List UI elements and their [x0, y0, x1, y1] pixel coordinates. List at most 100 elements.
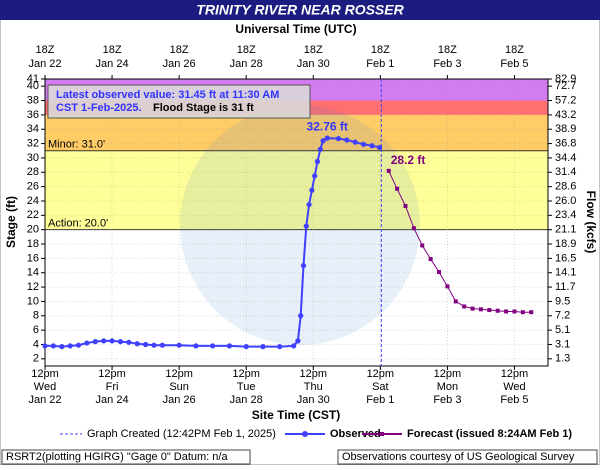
y-tick-label: 2 [33, 353, 39, 365]
y2-tick-label: 23.4 [555, 209, 576, 221]
observed-point [226, 343, 233, 349]
x-tick-label: 12pm [31, 368, 59, 380]
forecast-point [478, 307, 483, 312]
forecast-point [487, 308, 492, 313]
y-tick-label: 14 [27, 267, 39, 279]
forecast-point [386, 168, 391, 173]
observed-point [134, 341, 140, 347]
y-tick-label: 12 [27, 281, 39, 293]
forecast-point [420, 243, 425, 248]
x-tick-label: Feb 1 [366, 394, 394, 406]
forecast-point [495, 308, 500, 313]
observed-point [101, 338, 107, 344]
top-axis-title: Universal Time (UTC) [235, 22, 356, 36]
x2-tick-label: 18Z [304, 44, 323, 56]
y-tick-label: 32 [27, 137, 39, 149]
y2-tick-label: 5.1 [555, 324, 570, 336]
y-tick-label: 30 [27, 152, 39, 164]
observed-point [303, 223, 309, 229]
y2-tick-label: 9.5 [555, 295, 570, 307]
observed-point [360, 141, 367, 147]
observed-point [298, 313, 304, 319]
flood-label: Minor: 31.0' [48, 139, 105, 151]
y-tick-label: 34 [27, 123, 39, 135]
observed-point [92, 339, 98, 345]
observed-point [312, 173, 318, 179]
x-tick-label: 12pm [232, 368, 260, 380]
x2-tick-label: 18Z [237, 44, 256, 56]
y-tick-label: 26 [27, 181, 39, 193]
y-tick-label: 18 [27, 238, 39, 250]
x-tick-label: Feb 5 [500, 394, 528, 406]
x2-tick-label: Jan 22 [28, 58, 61, 70]
x-tick-label: Jan 22 [28, 394, 61, 406]
x2-tick-label: Feb 5 [500, 58, 528, 70]
observed-point [309, 187, 315, 193]
forecast-point [437, 270, 442, 275]
observed-point [159, 342, 165, 348]
forecast-point [453, 299, 458, 304]
observed-point [67, 343, 73, 349]
forecast-point [512, 309, 517, 314]
observed-point [324, 135, 330, 141]
observed-point [50, 343, 56, 349]
y2-tick-label: 16.5 [555, 252, 576, 264]
title-bar [0, 0, 600, 20]
observed-point [243, 344, 249, 350]
observed-point [143, 341, 149, 348]
forecast-point [504, 309, 509, 314]
observed-point [59, 344, 65, 350]
y2-tick-label: 43.2 [555, 109, 576, 121]
x-tick-label: Mon [437, 381, 458, 393]
y2-tick-label: 26.0 [555, 195, 576, 207]
forecast-point [428, 257, 433, 262]
x-tick-label: 12pm [300, 368, 328, 380]
y2-tick-label: 28.6 [555, 181, 576, 193]
observed-point [344, 137, 350, 143]
legend-label: Forecast (issued 8:24AM Feb 1) [407, 428, 572, 440]
observed-point [277, 344, 283, 350]
observed-point [306, 201, 312, 208]
x-tick-label: 12pm [98, 368, 126, 380]
observed-point [126, 339, 132, 345]
y-tick-label: 40 [27, 80, 39, 92]
x-tick-label: Fri [106, 381, 119, 393]
legend-marker [380, 432, 384, 436]
x-tick-label: Thu [304, 381, 323, 393]
x-tick-label: Wed [34, 381, 56, 393]
x2-tick-label: Feb 1 [366, 58, 394, 70]
y2-tick-label: 7.2 [555, 310, 570, 322]
flood-band [45, 114, 548, 151]
annotation: Flood Stage is 31 ft [153, 102, 254, 114]
y2-axis-title: Flow (kcfs) [584, 191, 598, 254]
observed-point [109, 338, 115, 344]
x-tick-label: 12pm [434, 368, 462, 380]
y2-tick-label: 21.1 [555, 224, 576, 236]
forecast-point [403, 203, 408, 208]
y-tick-label: 28 [27, 166, 39, 178]
footer-box [1, 449, 251, 465]
y-tick-label: 36 [27, 109, 39, 121]
y2-tick-label: 1.3 [555, 353, 570, 365]
observed-point [84, 340, 90, 346]
x-tick-label: Jan 24 [96, 394, 129, 406]
x2-tick-label: 18Z [505, 44, 524, 56]
legend-created-label: Graph Created (12:42PM Feb 1, 2025) [87, 428, 276, 440]
forecast-point [529, 310, 534, 315]
x-tick-label: Sat [372, 381, 389, 393]
observed-point [42, 343, 48, 349]
legend-label: Observed [330, 428, 381, 440]
y2-tick-label: 57.2 [555, 94, 576, 106]
y-tick-label: 6 [33, 324, 39, 336]
y-tick-label: 10 [27, 295, 39, 307]
forecast-point [520, 310, 525, 315]
y-tick-label: 41 [27, 73, 39, 85]
x-tick-label: Jan 28 [230, 394, 263, 406]
y-tick-label: 16 [27, 252, 39, 264]
forecast-point [462, 304, 467, 309]
x2-tick-label: Jan 24 [96, 58, 129, 70]
footer-left: RSRT2(plotting HGIRG) "Gage 0" Datum: n/… [6, 451, 228, 463]
observed-point [260, 344, 266, 350]
legend-marker [302, 431, 308, 437]
x2-tick-label: 18Z [103, 44, 122, 56]
